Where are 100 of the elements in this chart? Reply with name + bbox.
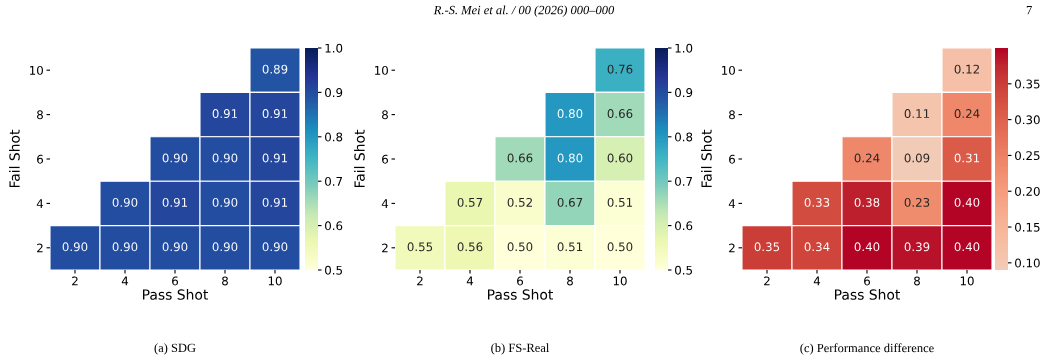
data-label: 0.12: [954, 64, 979, 74]
color-bar-label: 1.0: [675, 43, 693, 53]
x-tick-label: 2: [417, 276, 423, 286]
y-axis-title: Fail Shot: [9, 129, 20, 188]
data-label: 0.91: [212, 109, 238, 119]
text: (a) SDG: [154, 343, 196, 355]
color-bar-label: 0.10: [1015, 258, 1040, 268]
data-label: 0.89: [262, 64, 288, 74]
y-tick-label: 8: [37, 110, 43, 120]
data-label: 0.39: [904, 242, 930, 252]
color-bar-label: 0.15: [1015, 222, 1040, 232]
color-bar-label: 0.9: [325, 88, 343, 98]
x-tick-label: 6: [864, 276, 871, 286]
data-label: 0.09: [904, 153, 930, 163]
y-axis-title: Fail Shot: [701, 129, 712, 188]
data-label: 0.90: [162, 242, 188, 252]
color-bar-label: 0.30: [1015, 115, 1040, 125]
x-tick-label: 8: [567, 276, 573, 286]
y-tick-label: 10: [375, 65, 388, 75]
color-bar-label: 0.7: [675, 176, 693, 186]
x-tick-label: 2: [72, 276, 78, 286]
color-bar-label: 1.0: [325, 43, 343, 53]
y-tick-label: 4: [381, 199, 389, 208]
y-tick-label: 10: [722, 65, 735, 75]
color-bar-label: 0.9: [675, 88, 693, 98]
data-label: 0.90: [112, 197, 138, 207]
x-tick-label: 4: [121, 276, 129, 286]
x-tick-label: 4: [466, 276, 474, 286]
data-label: 0.11: [904, 109, 930, 119]
color-bar-label: 0.5: [675, 265, 692, 275]
data-label: 0.60: [607, 153, 633, 163]
y-tick-label: 6: [37, 154, 44, 164]
y-axis-title: Fail Shot: [354, 129, 365, 188]
color-bar-label: 0.8: [325, 132, 343, 142]
y-tick-label: 2: [729, 243, 735, 253]
color-bar-label: 0.6: [325, 221, 343, 231]
data-label: 0.90: [112, 242, 138, 252]
x-axis-title: Pass Shot: [488, 289, 554, 300]
color-bar-label: 0.5: [325, 265, 342, 275]
data-label: 0.40: [954, 197, 980, 207]
data-label: 0.31: [954, 153, 980, 163]
data-label: 0.38: [854, 197, 880, 207]
data-label: 0.90: [212, 197, 238, 207]
text: (c) Performance difference: [800, 343, 934, 355]
y-tick-label: 6: [729, 154, 736, 164]
data-label: 0.80: [557, 109, 583, 119]
x-tick-label: 6: [172, 276, 179, 286]
y-tick-label: 4: [728, 199, 736, 208]
x-axis-title: Pass Shot: [835, 289, 901, 300]
data-label: 0.56: [457, 242, 483, 252]
data-label: 0.51: [557, 242, 583, 252]
y-tick-label: 6: [382, 154, 389, 164]
data-label: 0.57: [457, 197, 483, 207]
data-label: 0.90: [162, 153, 188, 163]
x-tick-label: 2: [764, 276, 770, 286]
data-label: 0.90: [262, 242, 288, 252]
x-tick-label: 6: [517, 276, 524, 286]
data-label: 0.24: [954, 109, 980, 119]
text: (b) FS-Real: [491, 343, 550, 355]
data-label: 0.34: [804, 242, 830, 252]
data-label: 0.35: [754, 242, 780, 252]
y-tick-label: 4: [36, 199, 44, 208]
data-label: 0.50: [607, 242, 633, 252]
color-bar-label: 0.6: [675, 221, 693, 231]
x-tick-label: 10: [268, 276, 282, 286]
y-tick-label: 8: [729, 110, 735, 120]
data-label: 0.67: [557, 197, 583, 207]
data-label: 0.91: [262, 153, 288, 163]
data-label: 0.33: [804, 197, 830, 207]
color-bar-label: 0.7: [325, 176, 343, 186]
color-bar-label: 0.8: [675, 132, 693, 142]
text: 7: [1026, 5, 1032, 15]
data-label: 0.66: [607, 109, 633, 119]
data-label: 0.91: [162, 197, 188, 207]
data-label: 0.50: [507, 242, 533, 252]
data-label: 0.51: [607, 197, 633, 207]
data-label: 0.90: [62, 242, 88, 252]
data-label: 0.90: [212, 242, 238, 252]
data-label: 0.24: [854, 153, 880, 163]
y-tick-label: 10: [30, 65, 43, 75]
data-label: 0.80: [557, 153, 583, 163]
x-tick-label: 8: [222, 276, 228, 286]
x-axis-title: Pass Shot: [143, 289, 209, 300]
y-tick-label: 2: [37, 243, 43, 253]
data-label: 0.90: [212, 153, 238, 163]
color-bar-label: 0.20: [1015, 186, 1040, 196]
data-label: 0.91: [262, 109, 288, 119]
x-tick-label: 8: [914, 276, 920, 286]
x-tick-label: 4: [813, 276, 821, 286]
data-label: 0.91: [262, 197, 288, 207]
data-label: 0.23: [904, 197, 930, 207]
color-bar-label: 0.35: [1015, 79, 1040, 89]
text: R.-S. Mei et al. / 00 (2026) 000–000: [433, 5, 615, 17]
data-label: 0.52: [507, 197, 532, 207]
y-tick-label: 2: [382, 243, 388, 253]
data-label: 0.40: [854, 242, 880, 252]
color-bar-label: 0.25: [1015, 151, 1040, 161]
data-label: 0.76: [607, 64, 633, 74]
data-label: 0.55: [407, 242, 433, 252]
x-tick-label: 10: [960, 276, 974, 286]
